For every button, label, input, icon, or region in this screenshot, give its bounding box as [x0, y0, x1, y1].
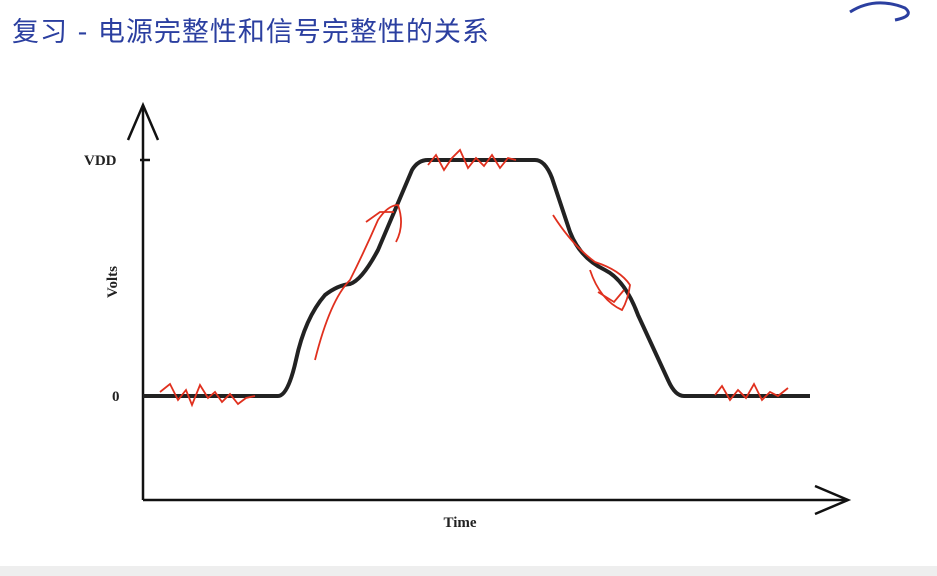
rise-arrow: [314, 204, 402, 361]
rise-arrow-head: [365, 211, 394, 223]
vdd-label: VDD: [84, 153, 117, 169]
slide-title: 复习 - 电源完整性和信号完整性的关系: [12, 17, 490, 48]
zero-label: 0: [112, 389, 120, 405]
noise-low-right: [714, 382, 789, 402]
y-arrow: [126, 101, 160, 141]
noise-high: [427, 148, 517, 172]
x-axis-label: Time: [443, 515, 476, 531]
noise-marks: [159, 148, 789, 408]
noise-low-left: [159, 382, 256, 408]
axes: [126, 101, 852, 516]
bottom-bar: [0, 566, 937, 576]
signal-waveform: [143, 158, 810, 398]
fall-arrow-head: [597, 289, 625, 304]
x-arrow: [814, 484, 852, 516]
fall-arrow: [552, 214, 631, 312]
y-axis-label: Volts: [105, 266, 121, 298]
logo: [849, 1, 910, 22]
